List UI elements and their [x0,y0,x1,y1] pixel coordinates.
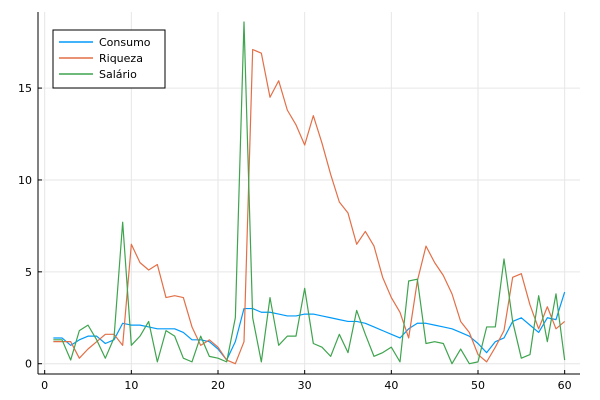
series-line-salario [53,21,566,365]
tick-labels: 0 10 20 30 40 50 60 0 5 10 15 [18,82,572,392]
legend-label: Consumo [99,36,151,49]
grid-lines [38,12,580,374]
y-tick-label: 10 [18,174,32,187]
legend: Consumo Riqueza Salário [52,29,166,89]
y-tick-label: 5 [25,266,32,279]
x-tick-label: 60 [558,379,572,392]
x-tick-label: 10 [124,379,138,392]
legend-box [52,29,166,89]
axes [37,12,580,375]
x-tick-label: 0 [41,379,48,392]
x-tick-label: 30 [298,379,312,392]
y-tick-label: 0 [25,358,32,371]
series-lines [53,21,566,365]
legend-label: Riqueza [99,52,143,65]
x-tick-label: 40 [384,379,398,392]
x-tick-label: 50 [471,379,485,392]
x-tick-label: 20 [211,379,225,392]
legend-label: Salário [99,68,137,81]
y-tick-label: 15 [18,82,32,95]
